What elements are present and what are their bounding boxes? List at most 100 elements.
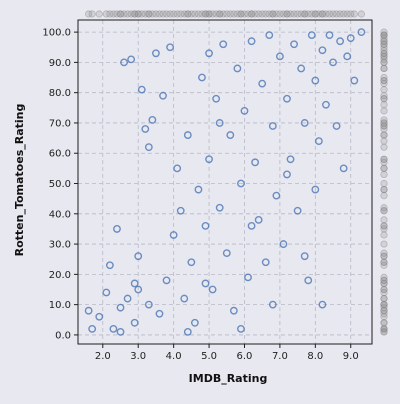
data-point (113, 225, 121, 233)
data-point (314, 137, 323, 146)
y-marginal-point (380, 137, 388, 145)
data-point (283, 170, 291, 179)
data-point (318, 300, 327, 309)
data-point (251, 158, 260, 167)
data-point (300, 119, 309, 127)
x-marginal-point (350, 10, 358, 18)
data-point (332, 122, 341, 130)
y-tick-label: 10.0 (49, 300, 71, 311)
data-point (155, 309, 164, 318)
data-point (194, 185, 203, 194)
x-marginal-point (237, 10, 245, 18)
x-marginal-point (247, 10, 256, 18)
data-point (205, 49, 213, 58)
x-marginal-point (269, 10, 277, 18)
y-marginal-point (380, 101, 388, 109)
data-point (293, 206, 302, 215)
x-tick-label: 4.0 (166, 351, 182, 362)
data-point (318, 46, 327, 55)
y-tick-label: 90.0 (49, 58, 71, 69)
x-marginal-point (184, 10, 192, 18)
data-point (183, 327, 192, 336)
data-point (127, 55, 136, 64)
data-point (208, 285, 217, 294)
x-marginal-point (283, 10, 291, 18)
y-marginal-point (380, 319, 388, 327)
y-marginal-point (380, 307, 388, 315)
data-point (201, 222, 210, 230)
data-point (109, 324, 118, 333)
y-tick-label: 70.0 (49, 118, 71, 129)
data-point (173, 164, 182, 173)
x-marginal-point (301, 10, 309, 18)
data-point (144, 143, 153, 152)
data-point (166, 43, 174, 52)
plot-frame (77, 19, 373, 345)
data-point (120, 58, 128, 67)
scatter-points (84, 28, 366, 336)
y-marginal-point (380, 46, 388, 54)
data-point (116, 327, 125, 336)
x-marginal-point (145, 10, 153, 18)
data-point (357, 28, 366, 37)
x-tick-label: 5.0 (201, 351, 217, 362)
y-marginal-point (380, 279, 388, 288)
y-tick-label: 40.0 (49, 209, 71, 220)
data-point (84, 306, 93, 315)
data-point (233, 64, 242, 73)
y-marginal-point (380, 216, 388, 224)
x-marginal-point (357, 10, 365, 18)
data-point (219, 40, 228, 49)
data-point (141, 125, 150, 133)
y-tick-label: 80.0 (49, 88, 71, 99)
data-point (307, 31, 316, 40)
data-point (339, 164, 348, 173)
data-point (297, 64, 306, 73)
data-point (116, 303, 125, 312)
data-point (180, 294, 189, 303)
data-point (290, 40, 298, 49)
y-marginal-point (380, 155, 388, 163)
data-point (198, 73, 206, 82)
data-point (176, 206, 185, 215)
data-point (311, 76, 320, 85)
y-marginal-point (380, 52, 388, 60)
data-point (258, 79, 267, 88)
y-marginal-point (380, 258, 388, 266)
y-marginal-point (380, 107, 388, 115)
data-point (265, 31, 274, 40)
data-point (247, 37, 256, 46)
x-axis-title: IMDB_Rating (189, 372, 268, 385)
y-tick-label: 50.0 (49, 179, 71, 190)
y-marginal-point (380, 231, 388, 239)
y-marginal-point (380, 58, 388, 66)
data-point (183, 131, 192, 139)
x-marginal-point (318, 10, 327, 18)
x-tick-label: 9.0 (343, 351, 359, 362)
data-point (240, 106, 249, 115)
data-point (311, 185, 320, 194)
data-point (286, 155, 295, 164)
y-marginal-point (380, 328, 388, 336)
data-point (322, 100, 330, 109)
data-point (343, 52, 352, 61)
y-marginal-point (380, 86, 388, 94)
data-point (283, 94, 291, 103)
y-marginal-point (380, 119, 388, 127)
data-point (237, 324, 245, 333)
data-point (325, 31, 334, 40)
data-point (187, 258, 196, 267)
data-point (226, 131, 235, 139)
data-point (268, 122, 277, 130)
x-marginal-point (131, 10, 139, 18)
data-point (346, 34, 355, 43)
data-point (304, 276, 313, 285)
data-point (212, 94, 221, 103)
data-point (162, 276, 171, 285)
data-point (300, 252, 309, 261)
y-tick-label: 60.0 (49, 149, 71, 160)
x-marginal-strip (85, 10, 365, 18)
data-point (159, 91, 167, 100)
